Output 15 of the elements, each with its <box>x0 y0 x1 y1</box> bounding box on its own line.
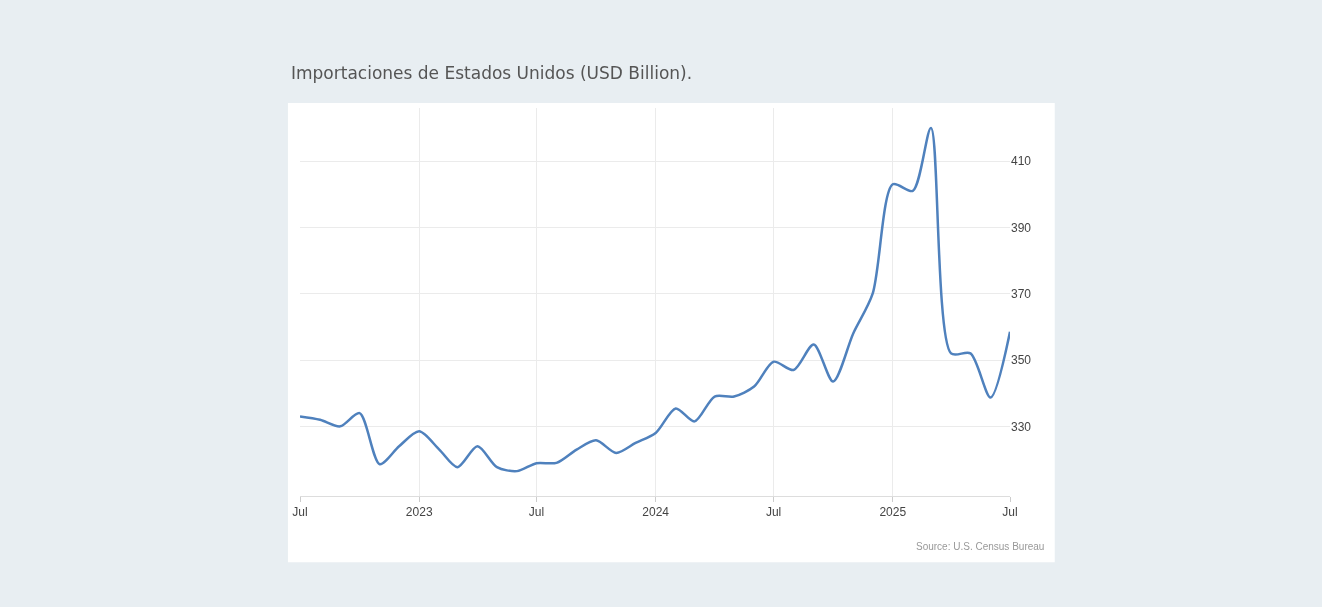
y-tick-label: 350 <box>1011 353 1032 368</box>
x-tick-label: Jul <box>1002 505 1018 520</box>
chart-title: Importaciones de Estados Unidos (USD Billion). <box>291 63 693 83</box>
x-tick-label: 2024 <box>642 505 670 520</box>
x-tick-label: 2025 <box>879 505 907 520</box>
x-tick-label: Jul <box>765 505 782 520</box>
y-tick-label: 390 <box>1011 220 1032 235</box>
x-tick-label: 2023 <box>405 505 433 520</box>
source-note: Source: U.S. Census Bureau <box>916 541 1045 552</box>
y-tick-label: 410 <box>1011 154 1032 169</box>
y-tick-label: 370 <box>1011 286 1032 301</box>
x-tick-label: Jul <box>292 505 308 520</box>
line-series <box>300 126 1010 473</box>
y-tick-label: 330 <box>1011 419 1032 434</box>
x-tick-label: Jul <box>528 505 545 520</box>
